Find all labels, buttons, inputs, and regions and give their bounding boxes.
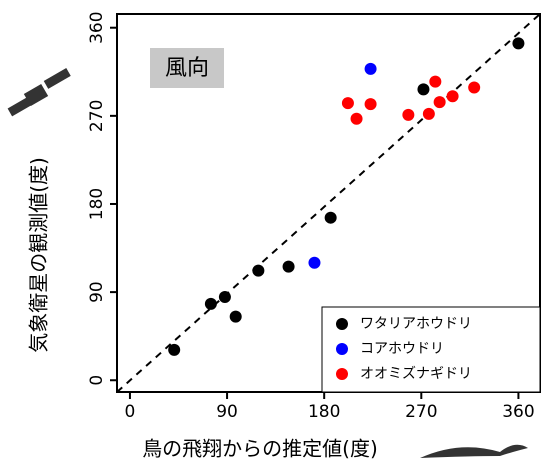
data-point (512, 37, 524, 49)
data-point (252, 265, 264, 277)
legend-marker (336, 318, 348, 330)
legend-label: コアホウドリ (360, 341, 444, 357)
data-point (219, 291, 231, 303)
data-point (342, 97, 354, 109)
y-axis-label: 気象衛星の観測値(度) (27, 157, 51, 353)
x-tick-label: 90 (216, 402, 238, 422)
data-point (283, 261, 295, 273)
legend-label: ワタリアホウドリ (360, 316, 472, 332)
data-point (417, 83, 429, 95)
data-point (447, 90, 459, 102)
data-point (423, 108, 435, 120)
data-point (402, 109, 414, 121)
data-point (325, 212, 337, 224)
data-point (365, 63, 377, 75)
x-axis-label: 鳥の飛翔からの推定値(度) (142, 437, 378, 461)
data-point (230, 311, 242, 323)
x-tick-label: 270 (405, 402, 437, 422)
y-tick-label: 270 (87, 100, 107, 132)
satellite-icon (8, 68, 71, 116)
data-point (468, 81, 480, 93)
data-point (351, 113, 363, 125)
annotation: 風向 (165, 56, 209, 81)
y-tick-label: 360 (87, 11, 107, 43)
data-point (308, 257, 320, 269)
y-tick-label: 90 (87, 281, 107, 303)
bird-icon (420, 445, 528, 458)
y-tick-label: 180 (87, 188, 107, 220)
data-point (205, 298, 217, 310)
legend-marker (336, 343, 348, 355)
data-point (365, 98, 377, 110)
data-point (168, 344, 180, 356)
legend-marker (336, 368, 348, 380)
x-tick-label: 180 (308, 402, 340, 422)
data-point (429, 76, 441, 88)
chart: 風向 鳥の飛翔からの推定値(度) 気象衛星の観測値(度) 0 90 180 270 36… (0, 0, 547, 471)
x-tick-label: 0 (125, 402, 136, 422)
legend-label: オオミズナギドリ (360, 366, 472, 382)
x-tick-label: 360 (502, 402, 534, 422)
data-point (434, 96, 446, 108)
y-tick-label: 0 (87, 375, 107, 386)
